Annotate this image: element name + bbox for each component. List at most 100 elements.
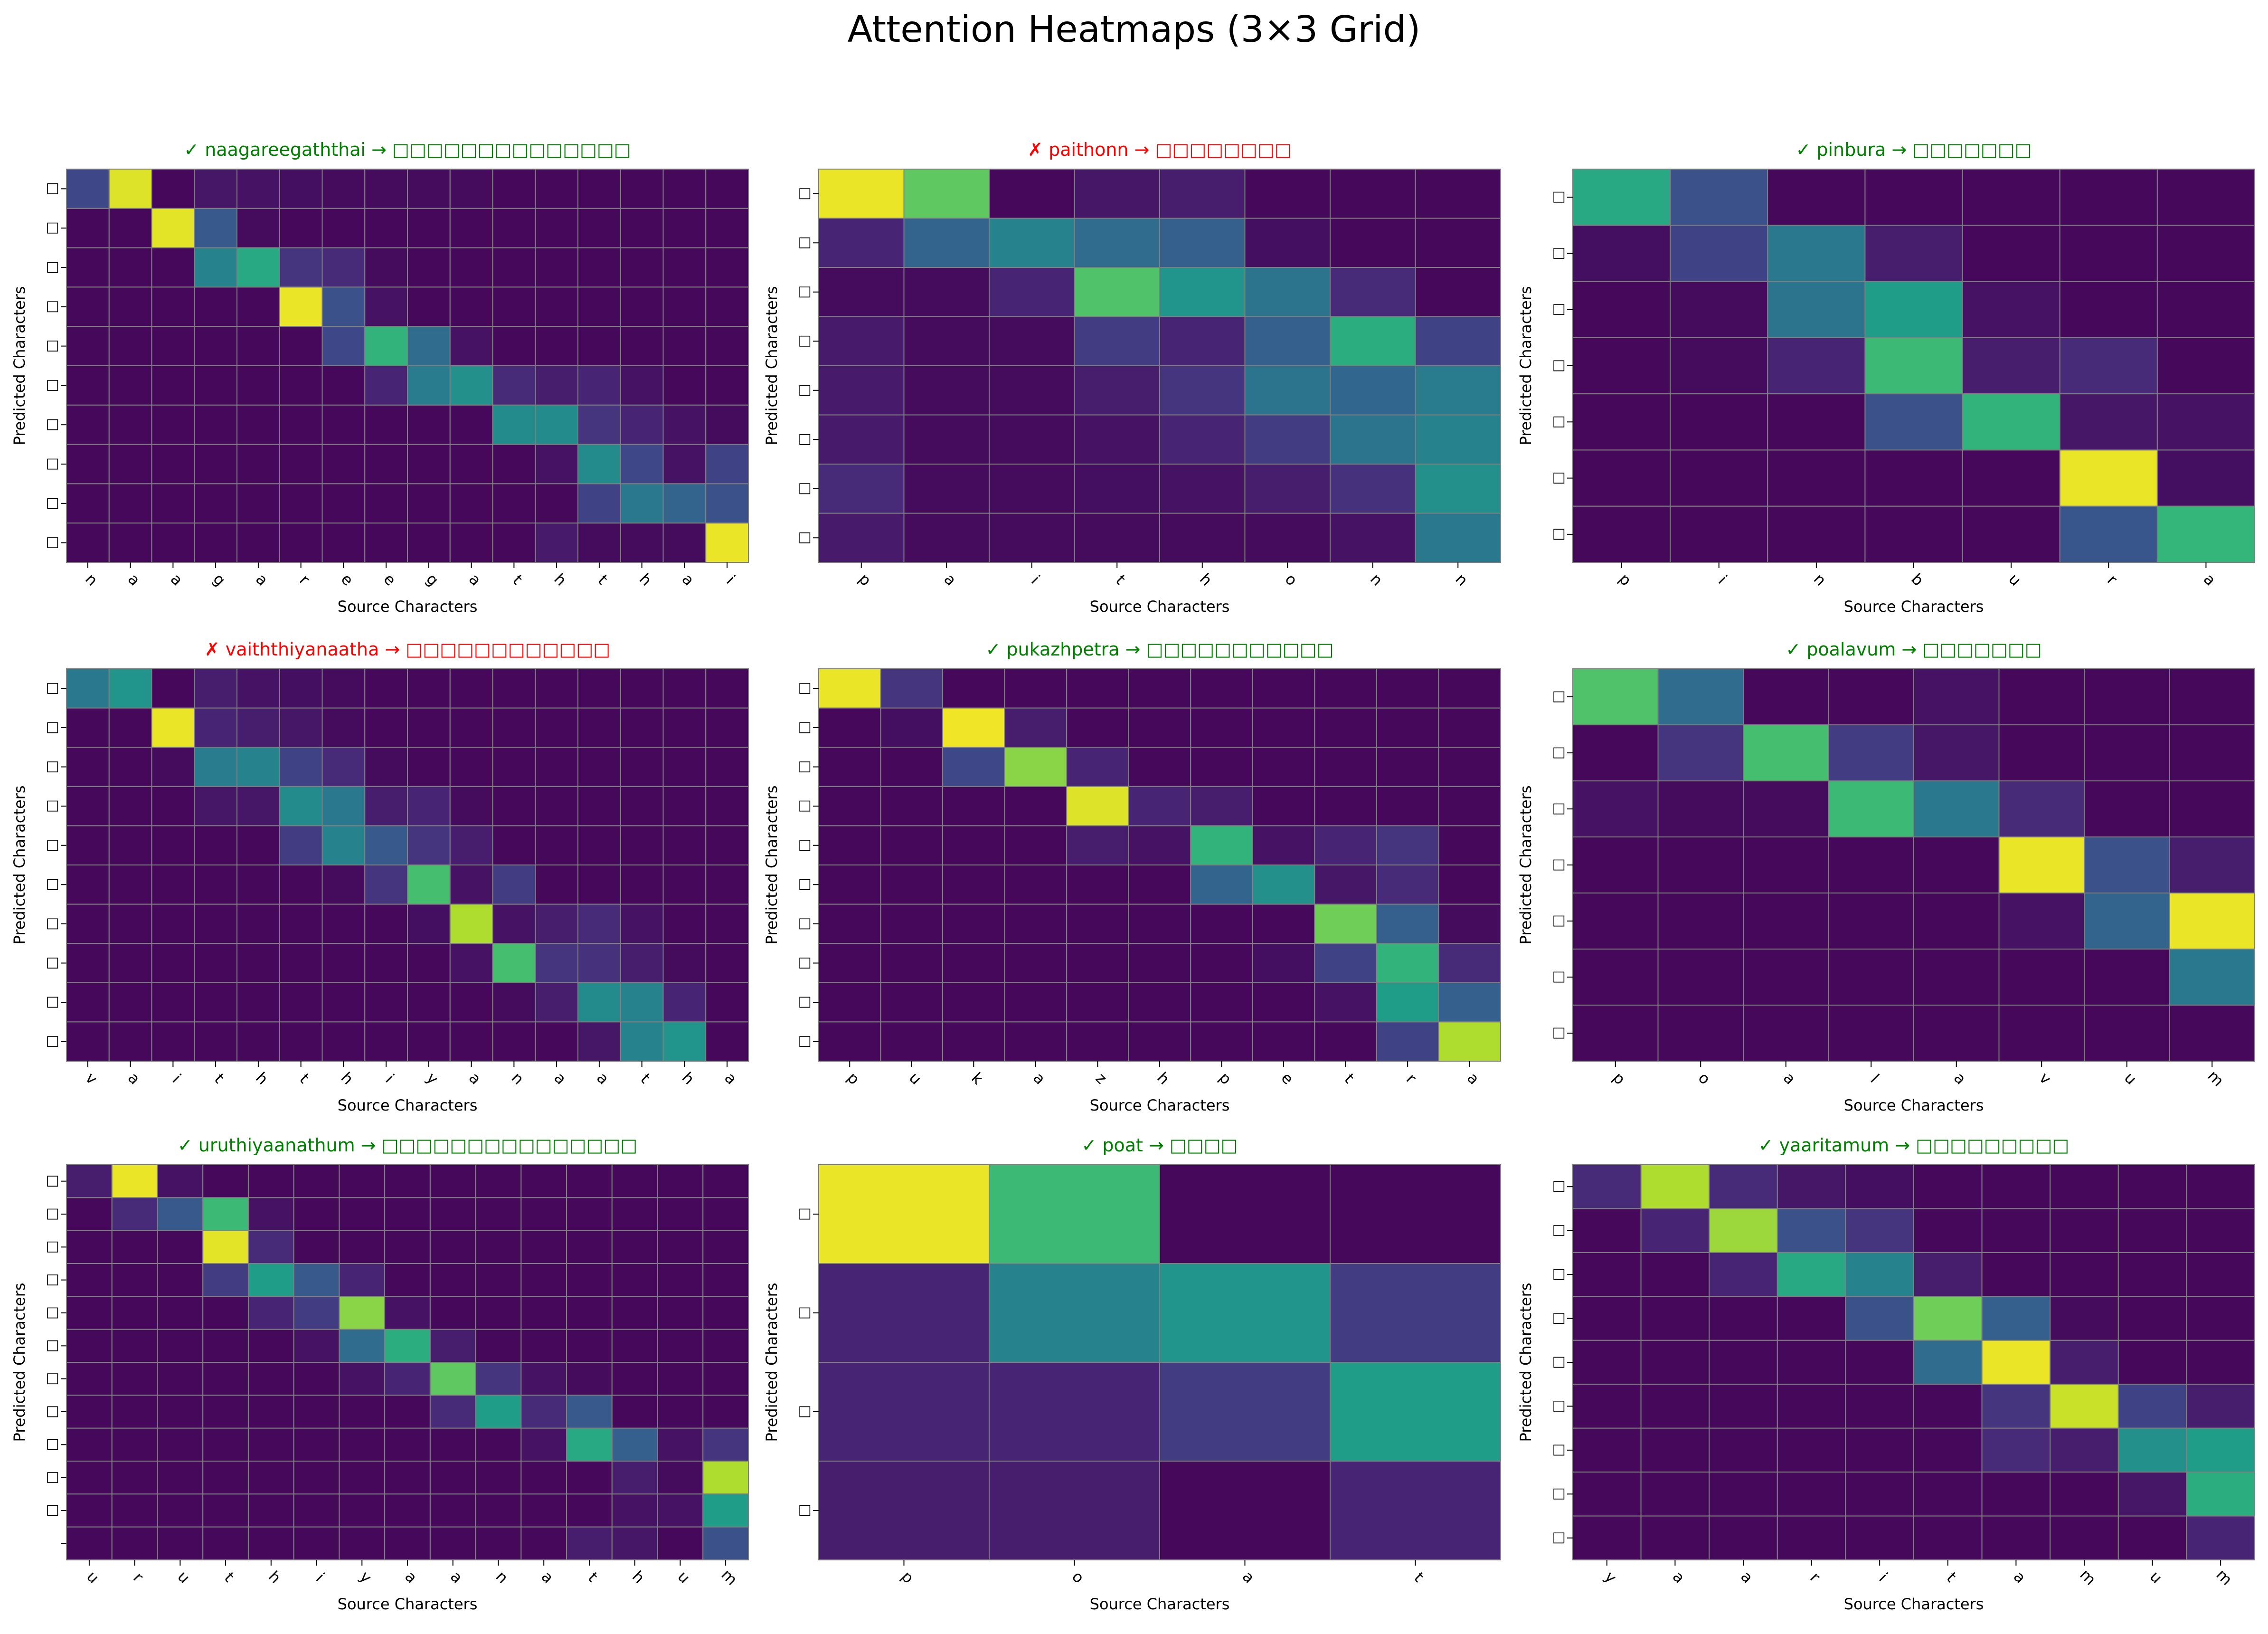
heatmap-cell — [449, 747, 493, 787]
heatmap-cell — [279, 483, 323, 524]
heatmap-cell — [620, 169, 664, 209]
heatmap-cell — [620, 864, 664, 905]
heatmap-cell — [2050, 1515, 2119, 1561]
heatmap-cell — [535, 825, 578, 866]
x-tick-label: p — [855, 570, 875, 589]
heatmap-cell — [202, 1427, 249, 1462]
heatmap-cell — [1572, 337, 1671, 395]
heatmap-cell — [2117, 1208, 2187, 1253]
heatmap-cell — [1190, 668, 1253, 709]
heatmap-cell — [1159, 316, 1246, 366]
heatmap-cell — [535, 668, 578, 709]
x-tick-label: a — [124, 1069, 144, 1088]
x-tick-label: i — [382, 1071, 397, 1086]
heatmap-cell — [2084, 668, 2170, 725]
heatmap-cell — [449, 786, 493, 826]
heatmap-cell — [1128, 707, 1191, 748]
heatmap-cell — [111, 1164, 158, 1198]
x-tick-label: a — [538, 1568, 558, 1587]
heatmap-cell — [202, 1493, 249, 1528]
heatmap-cell — [384, 1263, 431, 1297]
heatmap-cell — [577, 903, 621, 944]
heatmap-cell — [818, 1164, 990, 1264]
heatmap-cell — [151, 786, 195, 826]
heatmap-cell — [1330, 316, 1416, 366]
heatmap-cell — [662, 169, 707, 209]
heatmap-cell — [321, 864, 366, 905]
heatmap-cell — [202, 1263, 249, 1297]
heatmap-cell — [1128, 668, 1191, 709]
heatmap-cell — [194, 668, 237, 709]
x-tick-label: h — [265, 1568, 284, 1587]
heatmap-cell — [1913, 893, 2000, 950]
heatmap-cell — [1330, 365, 1416, 416]
heatmap-cell — [620, 903, 664, 944]
heatmap-cell — [157, 1329, 204, 1363]
heatmap-cell — [108, 208, 152, 248]
heatmap-cell — [1252, 943, 1315, 983]
heatmap-cell — [157, 1395, 204, 1429]
heatmap-cell — [662, 707, 707, 748]
heatmap-cell — [1572, 1208, 1642, 1253]
heatmap-cell — [194, 943, 237, 983]
heatmap-cell — [1244, 169, 1331, 219]
heatmap-cell — [111, 1197, 158, 1231]
heatmap-cell — [611, 1362, 658, 1396]
heatmap-cell — [577, 707, 621, 748]
heatmap-cell — [1159, 169, 1246, 219]
heatmap-cell — [1074, 513, 1160, 563]
heatmap-cell — [1415, 365, 1501, 416]
x-tick-label: z — [1092, 1069, 1111, 1088]
heatmap-cell — [566, 1362, 613, 1396]
heatmap-cell — [1845, 1164, 1914, 1209]
heatmap-cell — [429, 1263, 476, 1297]
heatmap-cell — [1777, 1515, 1846, 1561]
heatmap-cell — [1998, 1005, 2085, 1062]
heatmap-cell — [1376, 943, 1439, 983]
heatmap-cell — [364, 707, 408, 748]
heatmap-title: ✗ paithonn → □□□□□□□□ — [1028, 139, 1292, 160]
x-tick-label: t — [221, 1568, 238, 1586]
heatmap-cell — [151, 247, 195, 288]
heatmap-cell — [1998, 724, 2085, 781]
heatmap-cell — [364, 365, 408, 406]
heatmap-cell — [1743, 949, 1829, 1006]
x-tick-label: t — [585, 1568, 602, 1586]
heatmap-cell — [449, 943, 493, 983]
x-tick-label: h — [629, 1568, 648, 1587]
heatmap-cell — [1330, 513, 1416, 563]
heatmap-cell — [1128, 786, 1191, 826]
heatmap-cell — [66, 1329, 113, 1363]
heatmap-cell — [1252, 747, 1315, 787]
y-tick-label: □ — [1550, 1268, 1567, 1281]
heatmap-cell — [1190, 982, 1253, 1023]
heatmap-cell — [151, 286, 195, 327]
heatmap-cell — [1709, 1208, 1778, 1253]
x-tick-label: a — [941, 570, 960, 589]
y-tick-label: □ — [796, 799, 813, 813]
heatmap-cell — [2169, 780, 2255, 837]
heatmap-cell — [407, 169, 451, 209]
heatmap-cell — [577, 786, 621, 826]
heatmap-cell — [1962, 393, 2060, 451]
heatmap-cell — [66, 864, 110, 905]
heatmap-cell — [520, 1362, 567, 1396]
heatmap-cell — [662, 404, 707, 445]
heatmap-panel-2: ✗ paithonn → □□□□□□□□ p a i t h o n n □ □ □ □ □ □ □ □ Sou… — [763, 139, 1501, 616]
heatmap-cell — [321, 903, 366, 944]
heatmap-cell — [66, 786, 110, 826]
x-axis-label: Source Characters — [1090, 598, 1230, 616]
heatmap-cell — [321, 169, 366, 209]
heatmap-cell — [705, 286, 749, 327]
heatmap-cell — [2186, 1296, 2255, 1341]
heatmap-cell — [293, 1493, 340, 1528]
heatmap-cell — [1376, 982, 1439, 1023]
x-tick-label: r — [130, 1568, 147, 1586]
heatmap-cell — [449, 864, 493, 905]
x-tick-label: h — [679, 1069, 698, 1088]
heatmap-cell — [1670, 281, 1768, 338]
y-tick-label: □ — [796, 482, 813, 495]
heatmap-cell — [1330, 1164, 1501, 1264]
heatmap-cell — [1004, 903, 1068, 944]
heatmap-cell — [429, 1329, 476, 1363]
